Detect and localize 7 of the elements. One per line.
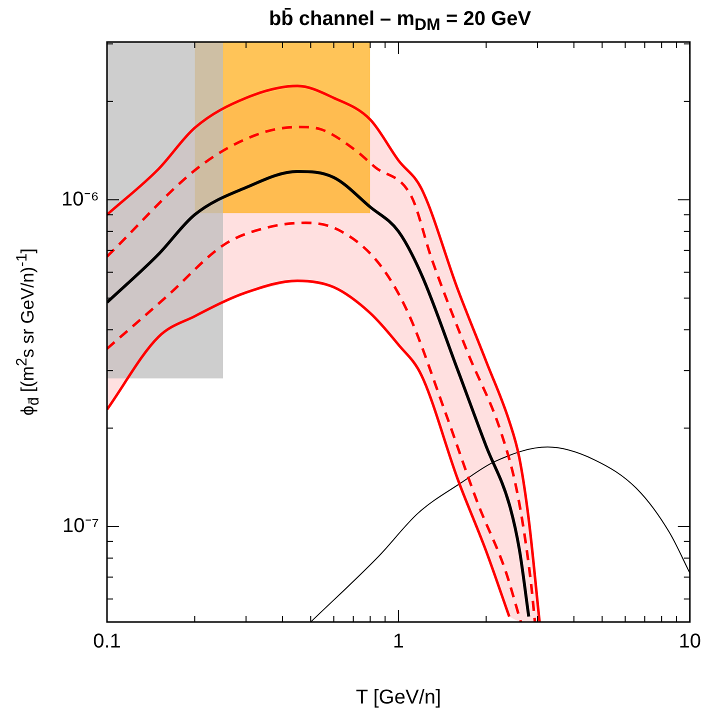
x-tick-label: 10 [678,630,701,653]
x-tick-label: 1 [392,630,404,653]
chart-title: bb̄ channel – m$_{DM}$ = 20 GeV [268,8,532,35]
x-axis-title: T [GeV/n] [356,686,442,709]
y-tick-label: 10⁻⁶ [62,188,99,210]
y-tick-label: 10⁻⁷ [62,514,99,537]
x-tick-label: 0.1 [93,630,121,653]
